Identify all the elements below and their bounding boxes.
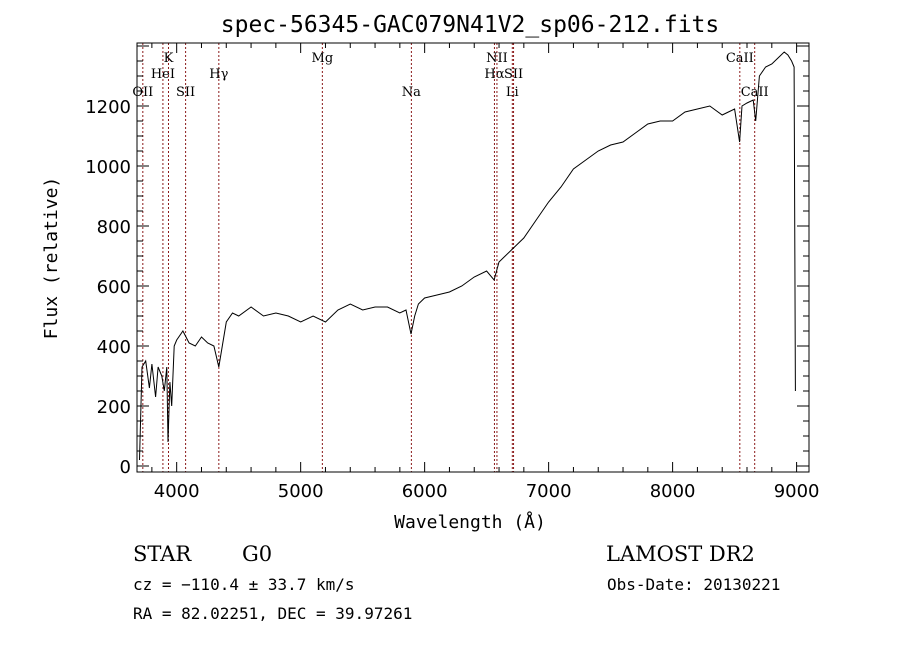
x-tick-label: 8000 [650, 481, 696, 502]
y-axis-label: Flux (relative) [41, 177, 62, 340]
y-tick-label: 600 [97, 277, 131, 298]
x-axis-label: Wavelength (Å) [394, 511, 546, 533]
spectral-line-label: SII [504, 67, 523, 82]
coordinates: RA = 82.02251, DEC = 39.97261 [133, 604, 412, 623]
spectral-line-label: Mg [312, 51, 334, 66]
spectral-line-label: Hα [484, 67, 504, 82]
spectral-line-label: Li [506, 85, 519, 100]
y-tick-label: 200 [97, 397, 131, 418]
x-tick-label: 5000 [278, 481, 324, 502]
x-tick-label: 6000 [402, 481, 448, 502]
spectrum-line [139, 51, 796, 461]
spectral-line-label: NII [486, 51, 508, 66]
survey-name: LAMOST DR2 [606, 542, 755, 566]
y-tick-label: 800 [97, 217, 131, 238]
spectral-line-label: OII [132, 85, 153, 100]
chart-title: spec-56345-GAC079N41V2_sp06-212.fits [221, 12, 720, 38]
y-tick-label: 1200 [85, 97, 131, 118]
obs-date: Obs-Date: 20130221 [607, 575, 780, 594]
y-tick-label: 0 [120, 457, 131, 478]
spectral-line-label: CaII [726, 51, 754, 66]
x-tick-label: 9000 [774, 481, 820, 502]
redshift-cz: cz = −110.4 ± 33.7 km/s [133, 575, 355, 594]
spectral-line-label: CaII [741, 85, 769, 100]
plot-frame [136, 42, 810, 473]
spectral-line-label: K [164, 51, 174, 66]
spectral-line-label: Hγ [209, 67, 228, 82]
x-tick-label: 4000 [154, 481, 200, 502]
spectral-line-label: HeI [151, 67, 175, 82]
x-tick-label: 7000 [526, 481, 572, 502]
y-tick-label: 400 [97, 337, 131, 358]
spectral-line-label: SII [176, 85, 195, 100]
object-subclass: G0 [242, 542, 272, 566]
spectral-line-label: Na [402, 85, 421, 100]
object-class: STAR [133, 542, 192, 566]
y-tick-label: 1000 [85, 157, 131, 178]
